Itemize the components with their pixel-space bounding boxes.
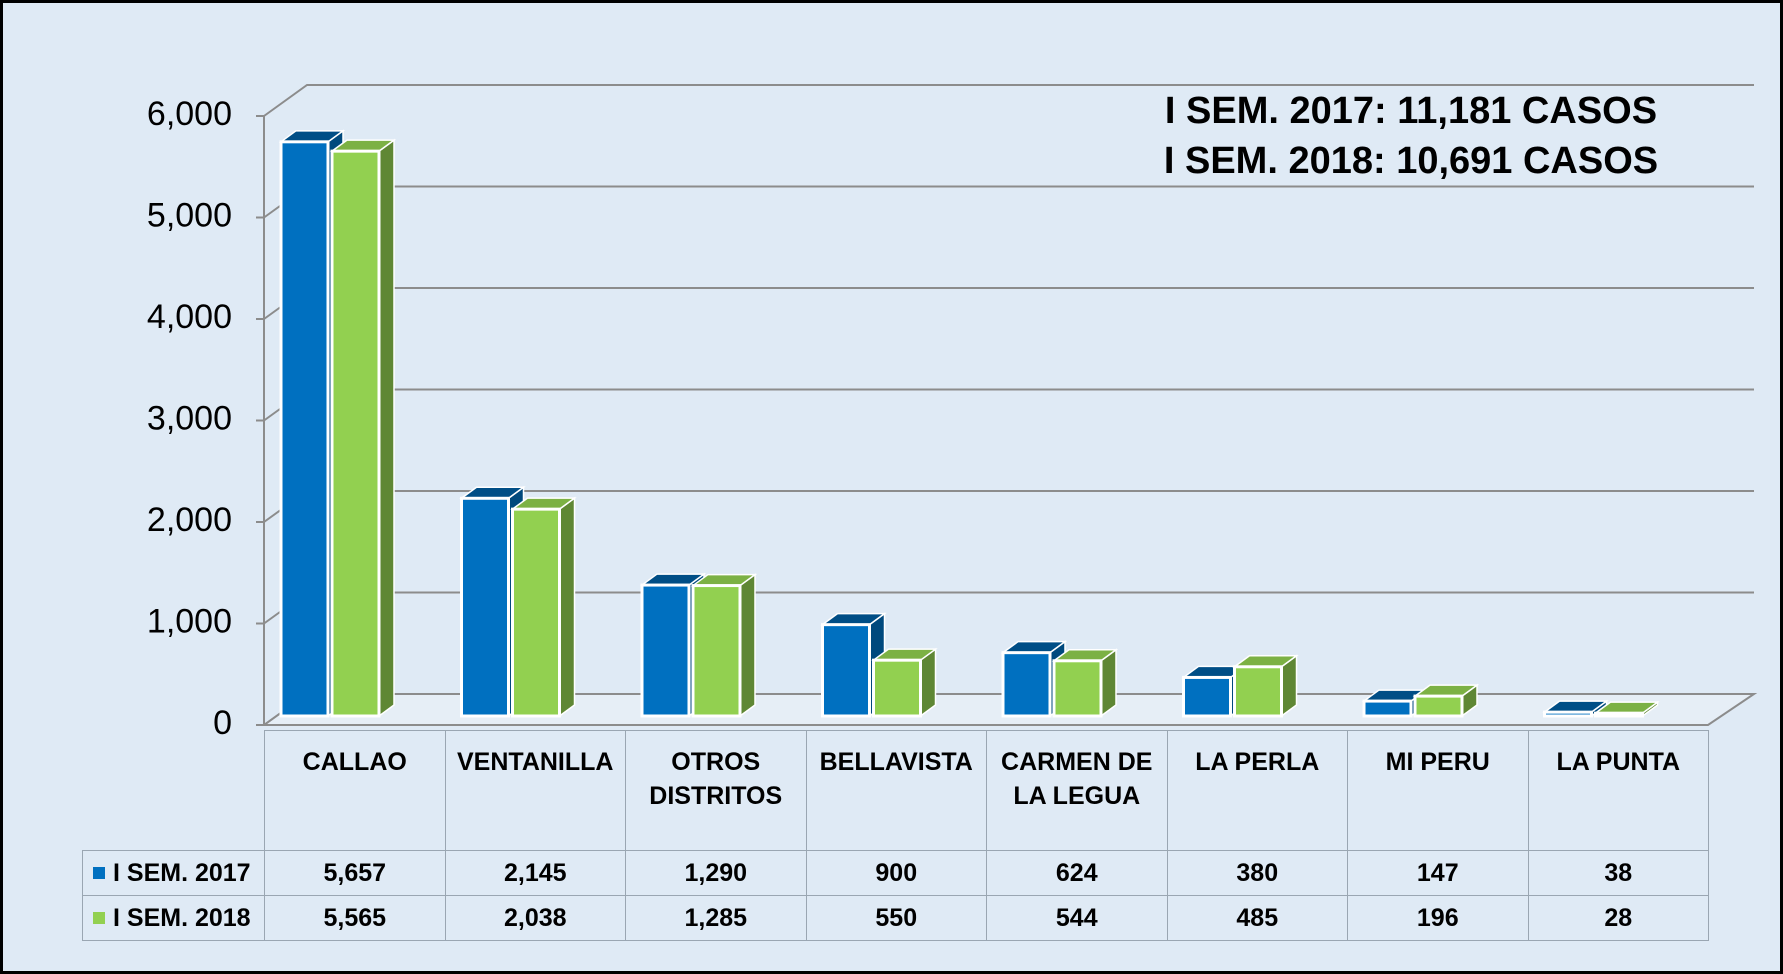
y-tick-label: 6,000 <box>147 95 232 133</box>
bar <box>1052 659 1103 718</box>
table-value: 147 <box>1347 850 1529 896</box>
table-value: 5,565 <box>264 895 446 941</box>
bar <box>1362 699 1413 718</box>
bar <box>1543 710 1593 718</box>
grid-line <box>263 185 1754 219</box>
category-label: CALLAO <box>264 730 446 851</box>
table-value: 38 <box>1527 850 1709 896</box>
table-value: 624 <box>986 850 1168 896</box>
bar-side <box>558 496 576 718</box>
bar <box>821 623 871 718</box>
category-label: CARMEN DE LA LEGUA <box>986 730 1168 851</box>
bar <box>640 583 691 718</box>
legend-swatch <box>93 912 105 924</box>
bar-side <box>739 573 756 718</box>
y-tick-label: 5,000 <box>147 196 232 234</box>
y-tick-label: 1,000 <box>147 602 232 640</box>
table-value: 28 <box>1527 895 1709 941</box>
table-value: 2,038 <box>444 895 626 941</box>
legend-swatch <box>93 867 105 879</box>
category-label: LA PERLA <box>1166 730 1348 851</box>
y-tick-label: 4,000 <box>147 298 232 336</box>
y-tick-label: 0 <box>213 704 232 742</box>
y-tick-label: 3,000 <box>147 399 232 437</box>
bar <box>460 496 510 718</box>
table-value: 544 <box>986 895 1168 941</box>
bar <box>279 140 330 718</box>
plot: I SEM. 2017: 11,181 CASOS I SEM. 2018: 1… <box>147 84 1758 742</box>
category-label: LA PUNTA <box>1527 730 1709 851</box>
table-value: 5,657 <box>264 850 446 896</box>
annotation: I SEM. 2018: 10,691 CASOS <box>1164 140 1658 182</box>
table-value: 1,290 <box>625 850 807 896</box>
y-tick-label: 2,000 <box>147 501 232 539</box>
category-label: VENTANILLA <box>444 730 626 851</box>
bar-side <box>378 138 395 718</box>
category-label: OTROS DISTRITOS <box>625 730 807 851</box>
bar <box>1413 694 1464 718</box>
bar <box>511 507 561 718</box>
category-label: BELLAVISTA <box>805 730 987 851</box>
bar <box>330 149 381 718</box>
table-value: 380 <box>1166 850 1348 896</box>
table-value: 1,285 <box>625 895 807 941</box>
legend-entry: I SEM. 2017 <box>82 850 265 896</box>
bar <box>1594 711 1644 718</box>
table-value: 196 <box>1347 895 1529 941</box>
bar <box>1233 665 1283 718</box>
legend-entry: I SEM. 2018 <box>82 895 265 941</box>
grid-line <box>263 287 1754 320</box>
legend-label: I SEM. 2017 <box>113 858 251 887</box>
legend-label: I SEM. 2018 <box>113 903 251 932</box>
table-value: 900 <box>805 850 987 896</box>
grid-line <box>263 388 1754 422</box>
bar <box>1001 651 1052 718</box>
bar <box>872 658 922 718</box>
bar <box>691 584 742 718</box>
table-value: 485 <box>1166 895 1348 941</box>
table-value: 2,145 <box>444 850 626 896</box>
annotation: I SEM. 2017: 11,181 CASOS <box>1165 90 1657 132</box>
table-value: 550 <box>805 895 987 941</box>
grid-line <box>263 84 1754 117</box>
bar <box>1182 675 1232 718</box>
category-label: MI PERU <box>1347 730 1529 851</box>
